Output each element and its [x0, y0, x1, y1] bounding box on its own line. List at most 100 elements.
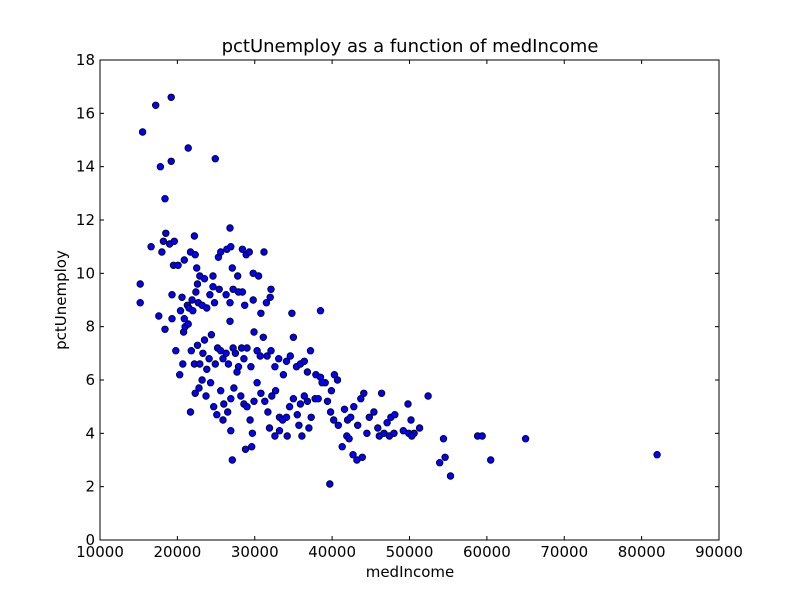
data-point [478, 432, 486, 440]
data-point [264, 408, 272, 416]
data-point [439, 435, 448, 443]
y-tick-label: 18 [76, 51, 95, 69]
data-point [293, 411, 301, 419]
data-point [161, 194, 169, 203]
data-point [246, 416, 254, 424]
data-point [155, 312, 163, 320]
data-point [167, 93, 175, 101]
data-point [179, 360, 187, 368]
data-point [233, 368, 241, 376]
data-point [240, 301, 249, 309]
y-tick-label: 8 [85, 318, 95, 336]
data-point [170, 237, 178, 245]
data-point [521, 435, 530, 443]
data-point [209, 272, 217, 280]
data-point [254, 272, 263, 280]
data-point [238, 245, 247, 253]
data-point [193, 280, 202, 288]
y-tick-label: 16 [76, 104, 95, 122]
data-point [391, 411, 399, 419]
data-point [333, 376, 342, 384]
data-point [219, 355, 227, 363]
data-point [156, 162, 165, 171]
x-tick-label: 70000 [540, 543, 588, 561]
data-point [138, 128, 147, 136]
x-axis-label: medIncome [366, 563, 455, 581]
data-point [326, 408, 335, 416]
data-point [262, 299, 271, 307]
y-tick-label: 10 [76, 264, 95, 282]
data-point [323, 397, 332, 405]
data-point [243, 403, 251, 411]
x-tick-label: 30000 [231, 543, 279, 561]
data-point [350, 403, 358, 411]
data-point [223, 408, 232, 416]
data-point [349, 451, 357, 459]
data-point [184, 144, 192, 152]
ticks-layer: 10000 20000 30000 40000 50000 60000 70000 80000… [76, 51, 743, 561]
data-point [200, 275, 209, 283]
data-point [360, 389, 368, 397]
data-point [247, 363, 255, 371]
data-point [407, 416, 415, 424]
data-point [180, 256, 188, 264]
data-point [424, 392, 432, 400]
data-point [300, 357, 308, 365]
data-point [296, 400, 305, 408]
data-point [340, 405, 349, 413]
data-point [286, 352, 294, 360]
data-point [283, 432, 291, 440]
data-point [136, 280, 144, 288]
y-tick-label: 0 [85, 531, 95, 549]
data-point [203, 304, 211, 312]
data-point [188, 296, 196, 304]
y-tick-label: 6 [85, 371, 95, 389]
data-point [230, 384, 238, 392]
data-point [243, 344, 251, 352]
data-point [257, 389, 265, 397]
data-point [199, 349, 207, 357]
data-point [285, 403, 294, 411]
data-point [446, 472, 455, 480]
data-point [213, 411, 221, 419]
data-point [168, 315, 176, 323]
data-point [271, 432, 279, 440]
data-point [250, 397, 258, 405]
data-point [206, 379, 215, 387]
data-point [205, 355, 213, 363]
data-point [267, 285, 275, 293]
data-point [289, 333, 298, 341]
y-tick-label: 4 [85, 424, 95, 442]
data-point [237, 392, 245, 400]
chart-title: pctUnemploy as a function of medIncome [222, 36, 599, 57]
data-point [240, 355, 248, 363]
data-point [358, 453, 366, 461]
data-point [275, 427, 284, 435]
data-point [330, 416, 338, 424]
x-tick-label: 90000 [695, 543, 743, 561]
data-point [345, 435, 353, 443]
data-point [436, 459, 444, 467]
data-point [241, 445, 250, 453]
data-point [303, 368, 312, 376]
data-point [265, 424, 274, 432]
data-point [271, 363, 279, 371]
x-tick-label: 80000 [618, 543, 666, 561]
data-point [318, 379, 326, 387]
data-point [260, 248, 268, 256]
data-point [256, 352, 264, 360]
data-point [216, 248, 225, 256]
data-point [192, 264, 201, 272]
data-point [216, 387, 225, 395]
data-point [190, 232, 199, 240]
data-point [231, 349, 240, 357]
data-point [159, 237, 168, 245]
data-point [404, 400, 412, 408]
data-point [275, 355, 283, 363]
data-point [220, 400, 228, 408]
data-point [261, 397, 269, 405]
data-point [250, 328, 258, 336]
x-tick-label: 10000 [76, 543, 124, 561]
data-point [365, 413, 373, 421]
